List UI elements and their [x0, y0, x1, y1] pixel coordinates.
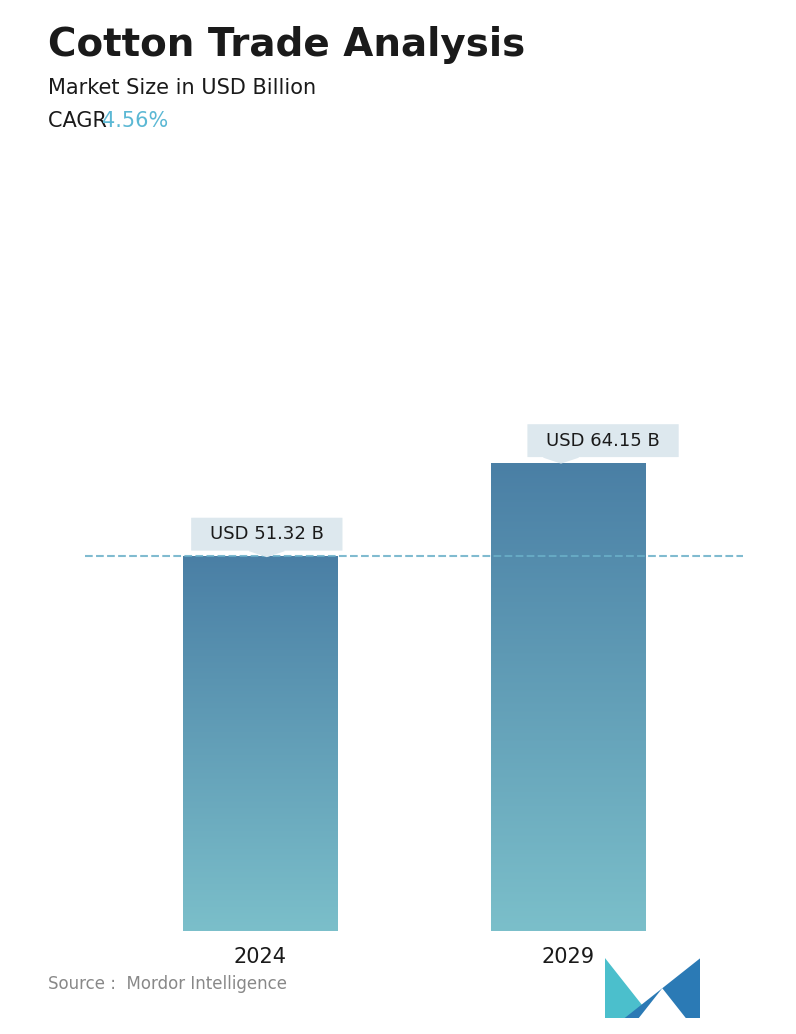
Polygon shape: [544, 457, 579, 463]
FancyBboxPatch shape: [528, 424, 679, 457]
FancyBboxPatch shape: [191, 518, 342, 551]
Text: 4.56%: 4.56%: [102, 111, 168, 130]
Text: Source :  Mordor Intelligence: Source : Mordor Intelligence: [48, 975, 287, 993]
Polygon shape: [638, 989, 686, 1018]
Text: Cotton Trade Analysis: Cotton Trade Analysis: [48, 26, 525, 64]
Polygon shape: [249, 550, 284, 556]
Polygon shape: [605, 957, 653, 1018]
Polygon shape: [624, 957, 700, 1018]
Text: USD 51.32 B: USD 51.32 B: [210, 525, 324, 543]
Text: CAGR: CAGR: [48, 111, 113, 130]
Text: Market Size in USD Billion: Market Size in USD Billion: [48, 78, 316, 97]
Text: USD 64.15 B: USD 64.15 B: [546, 431, 660, 450]
